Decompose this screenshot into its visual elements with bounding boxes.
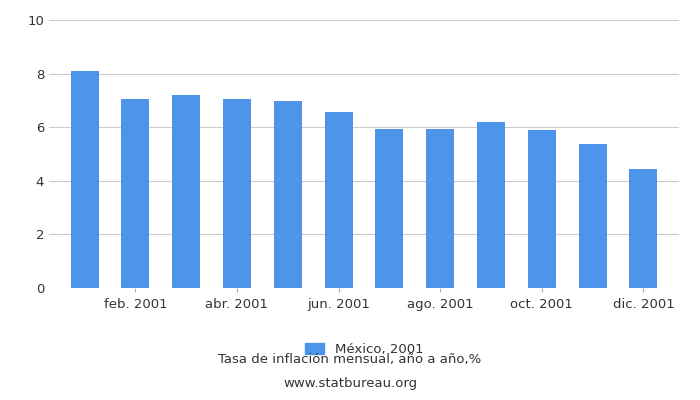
Bar: [223, 99, 251, 288]
Bar: [375, 129, 403, 288]
Text: www.statbureau.org: www.statbureau.org: [283, 378, 417, 390]
Bar: [579, 144, 607, 288]
Bar: [121, 98, 149, 288]
Bar: [325, 112, 353, 288]
Bar: [477, 122, 505, 288]
Bar: [274, 101, 302, 288]
Text: Tasa de inflación mensual, año a año,%: Tasa de inflación mensual, año a año,%: [218, 354, 482, 366]
Legend: México, 2001: México, 2001: [304, 343, 424, 356]
Bar: [426, 129, 454, 288]
Bar: [629, 169, 657, 288]
Bar: [528, 130, 556, 288]
Bar: [172, 95, 200, 288]
Bar: [71, 71, 99, 288]
